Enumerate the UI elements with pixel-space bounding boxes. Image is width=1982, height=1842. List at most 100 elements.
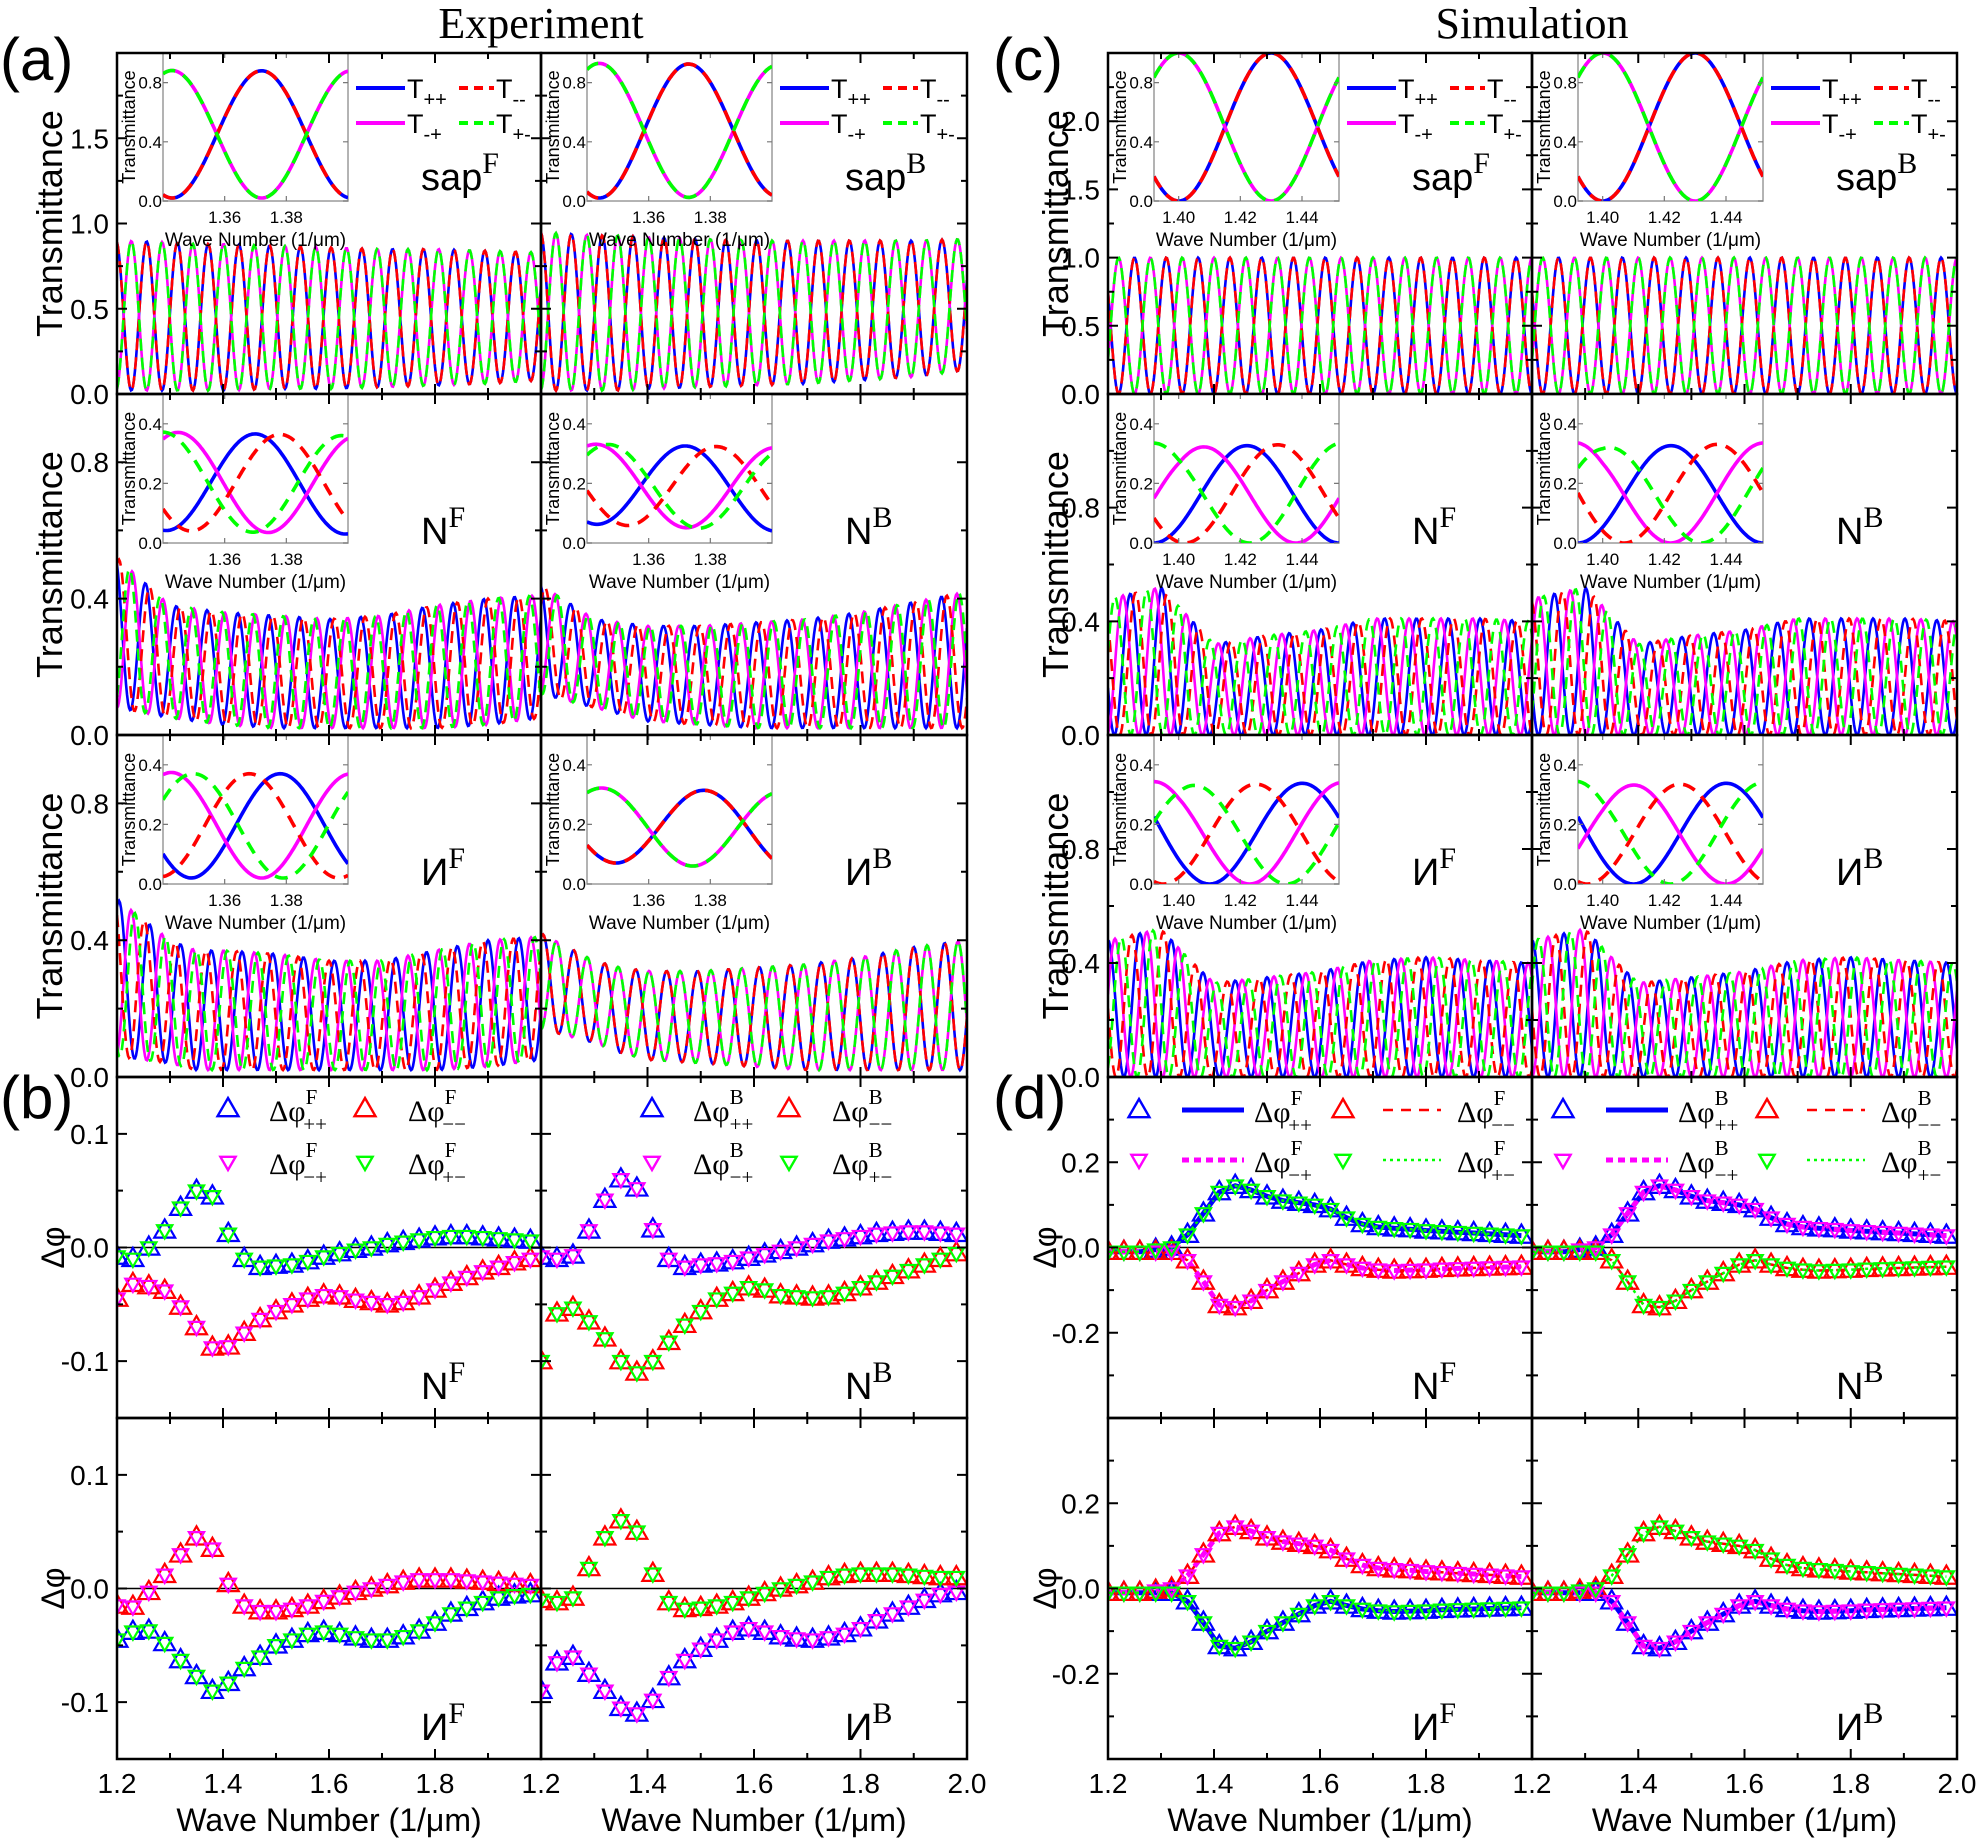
panel-a-transmittance-n-f: 1.36 1.38 0.0 0.2 0.4 Wave Number (1/μm) Trans… <box>29 392 543 751</box>
data-marker <box>850 1280 871 1298</box>
inset-x-tick-label: 1.44 <box>1709 208 1742 227</box>
tick-marks <box>540 1076 968 1419</box>
data-marker <box>504 1255 525 1273</box>
data-marker <box>186 1531 207 1548</box>
inset-y-tick-label: 0.8 <box>138 74 162 93</box>
y-tick-label: 0.8 <box>70 788 109 819</box>
series-line-Tmp <box>117 569 541 731</box>
series-markers-dphipm <box>117 1587 540 1702</box>
y-tick-label: 0.2 <box>1061 1488 1100 1519</box>
data-marker <box>595 1193 615 1210</box>
inset-series-line-Tpm <box>1154 53 1339 201</box>
data-marker <box>202 1542 222 1559</box>
data-marker <box>345 1243 366 1260</box>
data-marker <box>787 1578 807 1596</box>
inset-y-tick-label: 0.4 <box>138 415 162 434</box>
data-marker <box>627 1525 647 1542</box>
data-marker <box>1305 1599 1325 1616</box>
data-marker <box>234 1661 254 1679</box>
sample-label-superscript: F <box>1439 842 1456 875</box>
plot-area <box>1532 585 1957 735</box>
inset-series-line-Tmm <box>1154 782 1339 884</box>
data-marker <box>739 1621 759 1639</box>
tick-marks <box>1531 1417 1958 1760</box>
data-marker <box>1649 1179 1670 1196</box>
data-marker <box>231 1592 257 1614</box>
sample-label: ИB <box>1836 842 1883 894</box>
y-tick-label: 0.1 <box>70 1119 109 1150</box>
tick-marks <box>540 52 968 395</box>
series-line-Tpm <box>117 911 541 1073</box>
data-marker <box>184 1313 209 1336</box>
legend-label-superscript: B <box>1715 1086 1729 1110</box>
x-tick-label: 1.2 <box>1513 1768 1552 1799</box>
data-marker <box>803 1237 823 1255</box>
data-marker <box>723 1286 743 1304</box>
legend-label-base: T <box>496 74 513 104</box>
sample-label-superscript: F <box>448 842 465 875</box>
data-marker <box>155 1568 175 1586</box>
series-line-Tmp <box>1108 586 1532 735</box>
sample-label-base: sap <box>421 157 482 199</box>
legend-label-base: Δφ <box>693 1095 730 1128</box>
data-marker <box>1511 1260 1531 1277</box>
inset: 1.40 1.42 1.44 0.0 0.2 0.4 Wave Number (1/μm) T… <box>1110 734 1340 934</box>
data-marker <box>298 1627 318 1645</box>
data-marker <box>171 1653 191 1671</box>
inset-x-axis-label: Wave Number (1/μm) <box>1580 572 1761 593</box>
sample-label-base: N <box>1412 1366 1439 1408</box>
plot-area <box>541 585 967 731</box>
inset-tick-marks <box>1578 53 1763 202</box>
data-marker <box>1511 1570 1531 1587</box>
inset-y-tick-label: 0.0 <box>562 192 586 211</box>
legend-label-superscript: B <box>1918 1136 1932 1160</box>
data-marker <box>576 1660 602 1682</box>
y-tick-label: 0.0 <box>70 1062 109 1093</box>
data-marker <box>1432 1566 1452 1583</box>
data-marker <box>943 1239 967 1262</box>
data-marker <box>560 1294 586 1316</box>
sample-label: NB <box>1836 501 1883 553</box>
data-marker <box>914 1593 934 1611</box>
data-marker <box>1416 1263 1436 1280</box>
legend-label-base: T <box>920 109 937 139</box>
legend: ΔφB ++ ΔφB −−ΔφB −+ ΔφB +− <box>639 1085 892 1189</box>
series-line-Tmm <box>541 585 967 731</box>
data-marker <box>1225 1520 1245 1537</box>
x-tick-label: 1.6 <box>1725 1768 1764 1799</box>
legend-label-base: T <box>1487 74 1504 104</box>
data-marker <box>168 1194 193 1216</box>
data-marker <box>1825 1604 1845 1622</box>
legend-label-dphimp: ΔφF −+ <box>1254 1136 1312 1187</box>
data-marker <box>186 1184 207 1201</box>
y-tick-label: 2.0 <box>1061 106 1100 137</box>
data-marker <box>1618 1275 1638 1292</box>
data-marker <box>640 1560 666 1582</box>
sample-label-base: И <box>421 1707 448 1749</box>
legend-label-subscript: -+ <box>424 124 442 146</box>
data-marker <box>592 1325 618 1347</box>
series-markers-dphipm <box>1532 1245 1956 1318</box>
series-markers-dphimp <box>541 1585 966 1724</box>
series-line-Tmm <box>117 239 541 393</box>
y-axis-label: Transmittance <box>1035 110 1076 337</box>
inset-y-tick-label: 0.4 <box>1129 756 1153 775</box>
data-marker <box>393 1235 413 1253</box>
y-tick-label: 0.0 <box>1061 1062 1100 1093</box>
legend-marker-dphimp <box>1553 1153 1573 1171</box>
series-line-Tpp <box>541 585 967 731</box>
data-marker <box>1209 1639 1229 1657</box>
inset: 1.40 1.42 1.44 0.0 0.4 0.8 Wave Number (1/μm) T… <box>1534 52 1764 251</box>
data-marker <box>1570 1245 1590 1262</box>
data-marker <box>234 1326 254 1343</box>
legend-label-dphipp: ΔφF ++ <box>1254 1086 1312 1137</box>
data-marker <box>691 1642 711 1659</box>
inset-y-tick-label: 0.0 <box>1553 875 1577 894</box>
data-marker <box>1825 1222 1845 1240</box>
data-marker <box>1225 1300 1245 1318</box>
inset-x-axis-label: Wave Number (1/μm) <box>1156 572 1337 593</box>
legend-marker-dphimm <box>776 1095 802 1118</box>
data-marker <box>1889 1226 1909 1244</box>
series-line-Tmm <box>1532 255 1957 394</box>
data-marker <box>1511 1601 1531 1618</box>
